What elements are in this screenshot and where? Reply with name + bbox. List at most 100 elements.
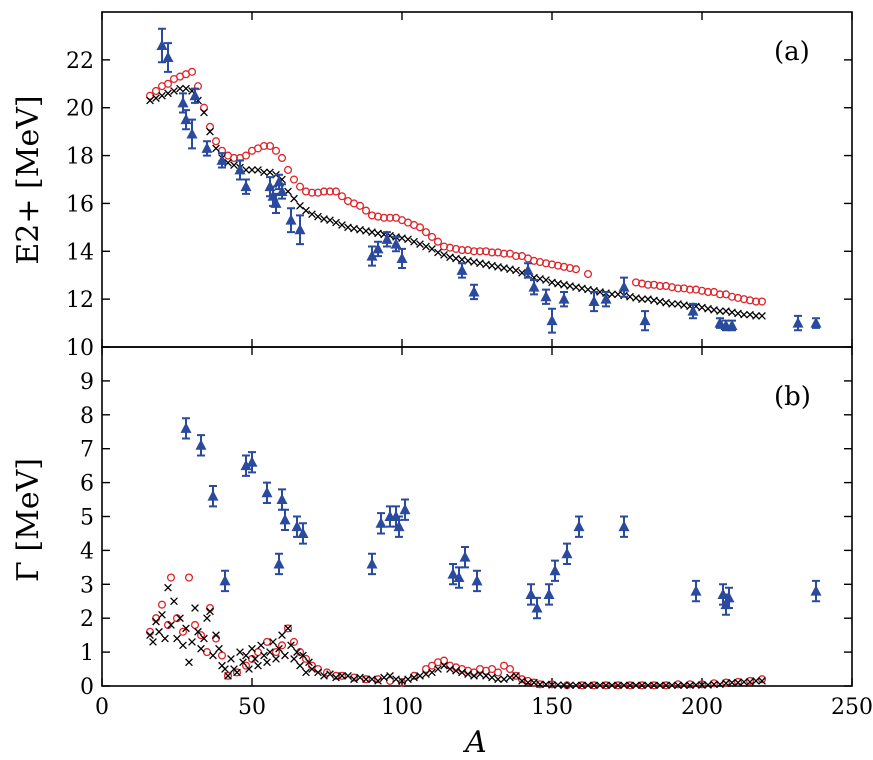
calc-point-circle — [211, 634, 221, 643]
calc-point-circle — [205, 122, 215, 131]
y-tick-label: 12 — [66, 288, 94, 313]
exp-point-triangle — [219, 574, 231, 586]
calc-point-cross — [620, 681, 628, 690]
x-tick-label: 250 — [831, 695, 873, 720]
calc-point-cross — [182, 84, 190, 93]
calc-point-cross — [656, 681, 664, 690]
calc-point-circle — [211, 137, 221, 146]
calc-point-cross — [263, 658, 271, 667]
exp-point-triangle — [285, 214, 297, 225]
calc-point-cross — [518, 268, 526, 277]
calc-point-cross — [536, 680, 544, 689]
calc-point-cross — [170, 597, 178, 606]
calc-point-circle — [193, 82, 203, 91]
calc-point-circle — [685, 680, 695, 689]
calc-point-circle — [487, 664, 497, 674]
calc-point-circle — [265, 141, 275, 151]
exp-point-triangle — [468, 285, 480, 297]
calc-point-circle — [661, 681, 671, 690]
calc-point-cross — [536, 274, 544, 283]
calc-point-cross — [638, 295, 646, 304]
y-tick-label: 4 — [80, 539, 94, 564]
calc-point-circle — [571, 265, 581, 274]
calc-point-cross — [320, 215, 328, 223]
exp-point-triangle — [276, 493, 288, 505]
calc-point-cross — [290, 655, 298, 663]
calc-point-cross — [362, 675, 370, 684]
calc-point-cross — [176, 84, 184, 93]
calc-point-cross — [530, 678, 538, 687]
calc-point-cross — [506, 673, 514, 682]
calc-point-circle — [295, 182, 305, 191]
calc-point-cross — [416, 240, 424, 248]
calc-point-cross — [368, 675, 376, 684]
calc-point-circle — [433, 237, 443, 246]
calc-point-circle — [319, 187, 329, 196]
panel-b-label: (b) — [774, 382, 811, 412]
calc-point-circle — [583, 269, 593, 279]
calc-point-cross — [554, 681, 562, 689]
calc-point-circle — [187, 67, 197, 76]
calc-point-circle — [157, 600, 167, 609]
exp-point-triangle — [381, 233, 393, 244]
calc-point-cross — [716, 307, 724, 315]
calc-point-cross — [476, 259, 484, 268]
calc-point-circle — [457, 246, 467, 255]
calc-point-circle — [493, 668, 503, 677]
calc-point-cross — [548, 278, 556, 287]
calc-point-cross — [554, 279, 562, 288]
calc-point-cross — [152, 94, 160, 103]
calc-point-cross — [239, 658, 247, 667]
calc-point-cross — [698, 681, 706, 689]
calc-point-circle — [205, 603, 215, 613]
exp-point-triangle — [366, 557, 378, 569]
exp-point-triangle — [201, 142, 213, 153]
calc-point-cross — [650, 681, 658, 690]
calc-point-cross — [254, 661, 262, 670]
calc-point-cross — [470, 258, 478, 266]
calc-point-circle — [271, 146, 281, 155]
calc-point-cross — [302, 668, 310, 677]
calc-point-cross — [404, 235, 412, 244]
calc-point-cross — [233, 668, 241, 677]
exp-point-triangle — [459, 551, 471, 562]
exp-point-triangle — [618, 520, 630, 532]
exp-point-triangle — [186, 128, 198, 139]
exp-point-triangle — [240, 459, 252, 471]
calc-point-cross — [326, 670, 334, 678]
exp-point-triangle — [297, 527, 309, 538]
calc-point-cross — [728, 308, 736, 317]
calc-point-cross — [590, 286, 598, 295]
exp-point-triangle — [273, 557, 285, 569]
calc-point-cross — [560, 681, 568, 690]
calc-point-circle — [283, 624, 293, 633]
calc-point-cross — [332, 218, 340, 227]
calc-point-circle — [589, 681, 599, 690]
calc-point-cross — [668, 300, 676, 308]
exp-point-triangle — [690, 585, 702, 596]
calc-point-circle — [421, 228, 431, 237]
calc-point-cross — [320, 671, 328, 680]
calc-point-circle — [745, 676, 755, 685]
calc-point-cross — [167, 621, 175, 629]
calc-point-circle — [253, 648, 263, 657]
calc-point-cross — [404, 675, 412, 684]
calc-point-cross — [260, 168, 268, 177]
calc-point-cross — [308, 665, 316, 673]
calc-point-circle — [469, 247, 479, 256]
exp-point-triangle — [453, 571, 465, 583]
y-tick-label: 8 — [80, 404, 94, 429]
calc-point-cross — [458, 255, 466, 264]
calc-point-cross — [572, 681, 580, 690]
calc-point-cross — [566, 282, 574, 290]
calc-point-circle — [499, 249, 509, 258]
calc-point-cross — [524, 678, 532, 687]
calc-point-cross — [446, 665, 454, 673]
calc-point-cross — [227, 655, 235, 663]
calc-point-cross — [428, 245, 436, 253]
calc-point-cross — [740, 310, 748, 319]
calc-point-cross — [200, 634, 208, 643]
calc-point-circle — [271, 648, 281, 657]
calc-point-cross — [362, 227, 370, 235]
